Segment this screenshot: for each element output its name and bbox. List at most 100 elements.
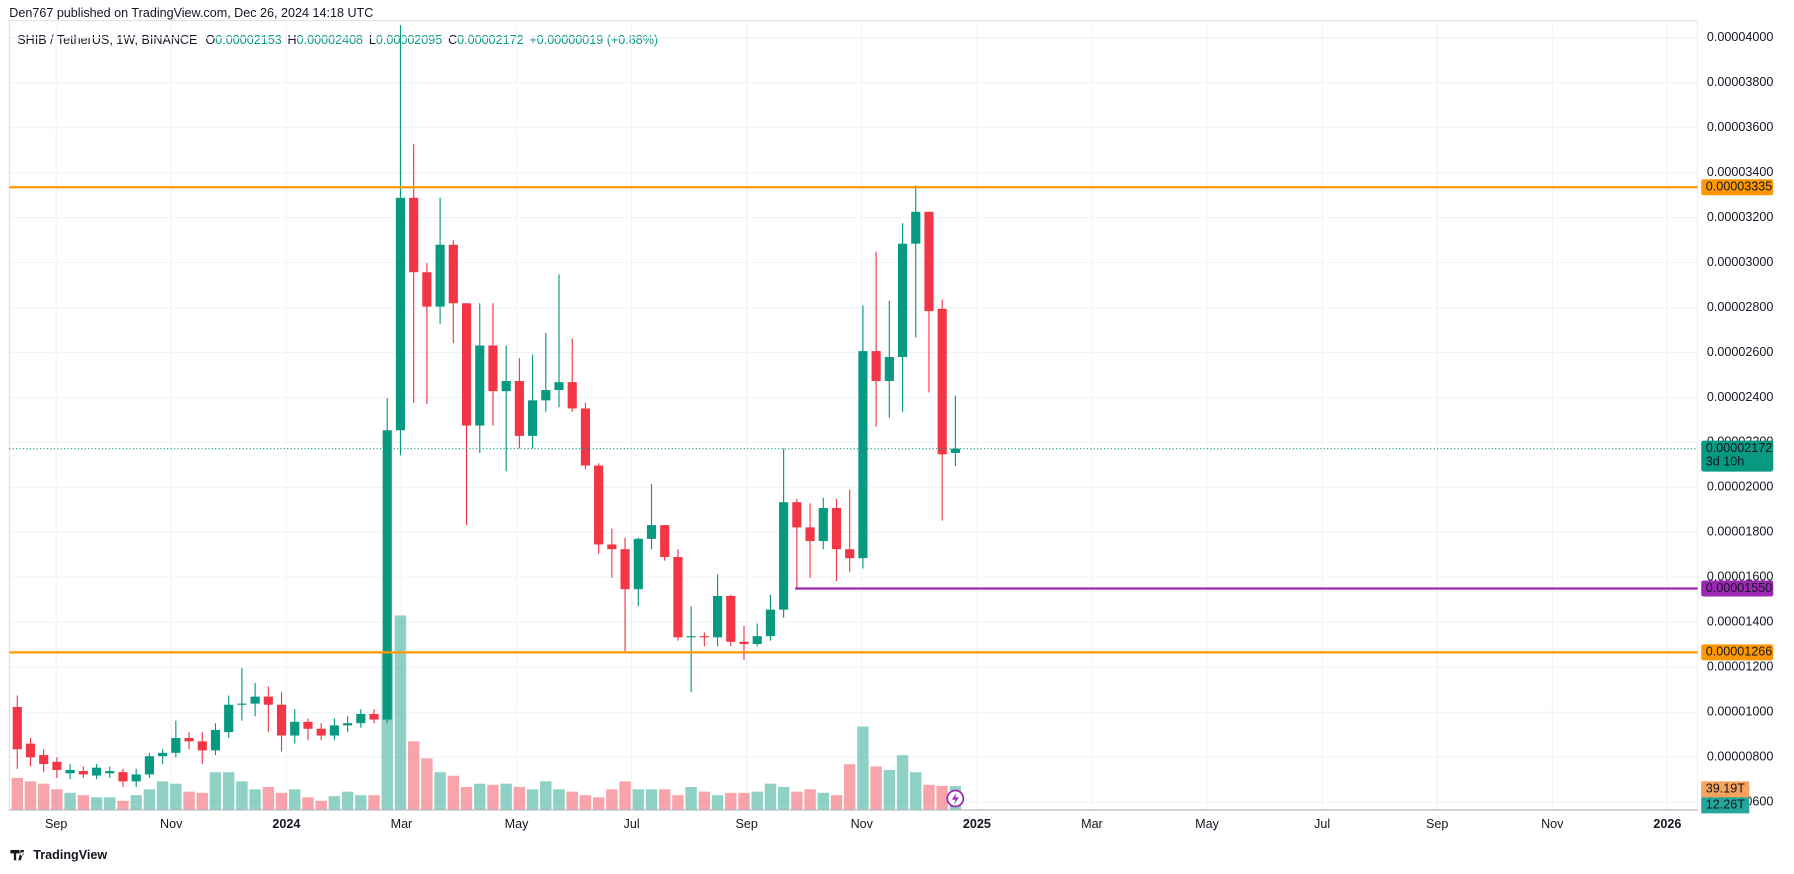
y-tick-label: 0.00001000 [1707, 704, 1773, 718]
x-tick-label: Jul [624, 817, 640, 831]
candle-body [633, 538, 643, 590]
candle-body [765, 609, 775, 637]
y-tick-label: 0.00003800 [1707, 75, 1773, 89]
candle-body [792, 502, 802, 528]
candle-body [52, 761, 62, 770]
candle-body [620, 549, 630, 590]
candle-body [369, 713, 379, 720]
candle-body [884, 356, 894, 382]
volume-bar [751, 791, 763, 810]
y-tick-label: 0.00002600 [1707, 345, 1773, 359]
candle-body [12, 706, 22, 750]
candle-body [197, 741, 207, 751]
footer-logo [10, 849, 25, 861]
volume-bar [341, 791, 354, 810]
candle-body [805, 527, 815, 542]
candle-body [158, 752, 168, 757]
level-label-bg [1701, 179, 1774, 196]
ohlc-value: 0.00002153 [215, 34, 281, 48]
candle-body [25, 743, 36, 758]
volume-bar [196, 792, 208, 810]
volume-bar [24, 781, 37, 810]
candle-body [263, 696, 273, 705]
candle-body [924, 211, 934, 312]
candle-body [131, 774, 141, 782]
y-tick-label: 0.00002800 [1707, 300, 1773, 314]
volume-bar [711, 795, 724, 810]
volume-bar [183, 791, 195, 810]
volume-bar [658, 789, 671, 810]
volume-bar [791, 791, 803, 810]
candle-body [250, 696, 260, 704]
candle-body [871, 351, 881, 382]
volume-bar [817, 792, 829, 810]
level-label: 0.00001266 [1706, 645, 1772, 659]
volume-bar [434, 772, 446, 810]
candle-body [541, 390, 551, 401]
ohlc-key: C [448, 34, 457, 48]
candle-body [501, 381, 511, 392]
x-tick-label: Sep [1426, 817, 1448, 831]
candle-body [303, 721, 313, 729]
footer: TradingView [33, 848, 107, 862]
volume-bar [170, 783, 182, 810]
volume-label: 39.19T [1706, 782, 1745, 796]
candle-body [65, 769, 75, 774]
volume-bar [315, 800, 327, 810]
ohlc-value: 0.00002172 [457, 34, 523, 48]
last-price-label: 0.00002172 [1706, 441, 1772, 455]
candle-body [554, 382, 564, 391]
volume-bar [64, 792, 76, 810]
volume-bar [275, 792, 288, 810]
candle-body [356, 713, 366, 724]
volume-bar [883, 769, 896, 810]
volume-bar [487, 784, 499, 810]
volume-bar [302, 797, 314, 810]
volume-bar [77, 795, 90, 810]
candle-body [950, 448, 960, 453]
volume-bar [421, 758, 433, 810]
candle-body [779, 502, 789, 610]
candle-body [409, 197, 419, 273]
candle-body [78, 771, 88, 775]
candle-body [673, 557, 683, 638]
x-tick-label: 2025 [963, 817, 991, 831]
volume-bar [90, 797, 103, 810]
level-label: 0.00003335 [1706, 180, 1772, 194]
volume-bar [672, 795, 684, 810]
volume-bar [685, 786, 697, 810]
candle-body [290, 721, 300, 736]
volume-bar [645, 789, 658, 810]
level-label-bg [1701, 580, 1774, 597]
ohlc-value: 0.00002408 [297, 34, 363, 48]
candle-body [329, 725, 339, 736]
volume-bar [500, 783, 512, 810]
candle-body [686, 636, 696, 638]
volume-bar [447, 775, 460, 810]
last-price-bg [1701, 440, 1774, 472]
candle-body [343, 723, 353, 726]
volume-bar [738, 792, 750, 810]
candle-body [712, 595, 723, 638]
volume-bar [592, 797, 605, 810]
x-tick-label: Nov [1541, 817, 1564, 831]
y-tick-label: 0.00000800 [1707, 749, 1773, 763]
y-tick-label: 0.00001800 [1707, 525, 1773, 539]
candle-body [382, 430, 392, 720]
volume-bar [896, 755, 909, 810]
volume-bar [460, 786, 473, 810]
candle-body [739, 641, 749, 645]
candle-body [118, 772, 128, 782]
y-tick-label: 0.00003000 [1707, 255, 1773, 269]
volume-bar [104, 797, 116, 810]
candle-body [528, 400, 538, 436]
countdown-label: 3d 10h [1706, 455, 1744, 469]
x-tick-label: May [1195, 817, 1219, 831]
y-tick-label: 0.00003600 [1707, 120, 1773, 134]
volume-bar [11, 777, 23, 810]
volume-bar [51, 789, 63, 810]
volume-bar [249, 789, 261, 810]
x-tick-label: Sep [735, 817, 757, 831]
y-tick-label: 0.00001600 [1707, 570, 1773, 584]
